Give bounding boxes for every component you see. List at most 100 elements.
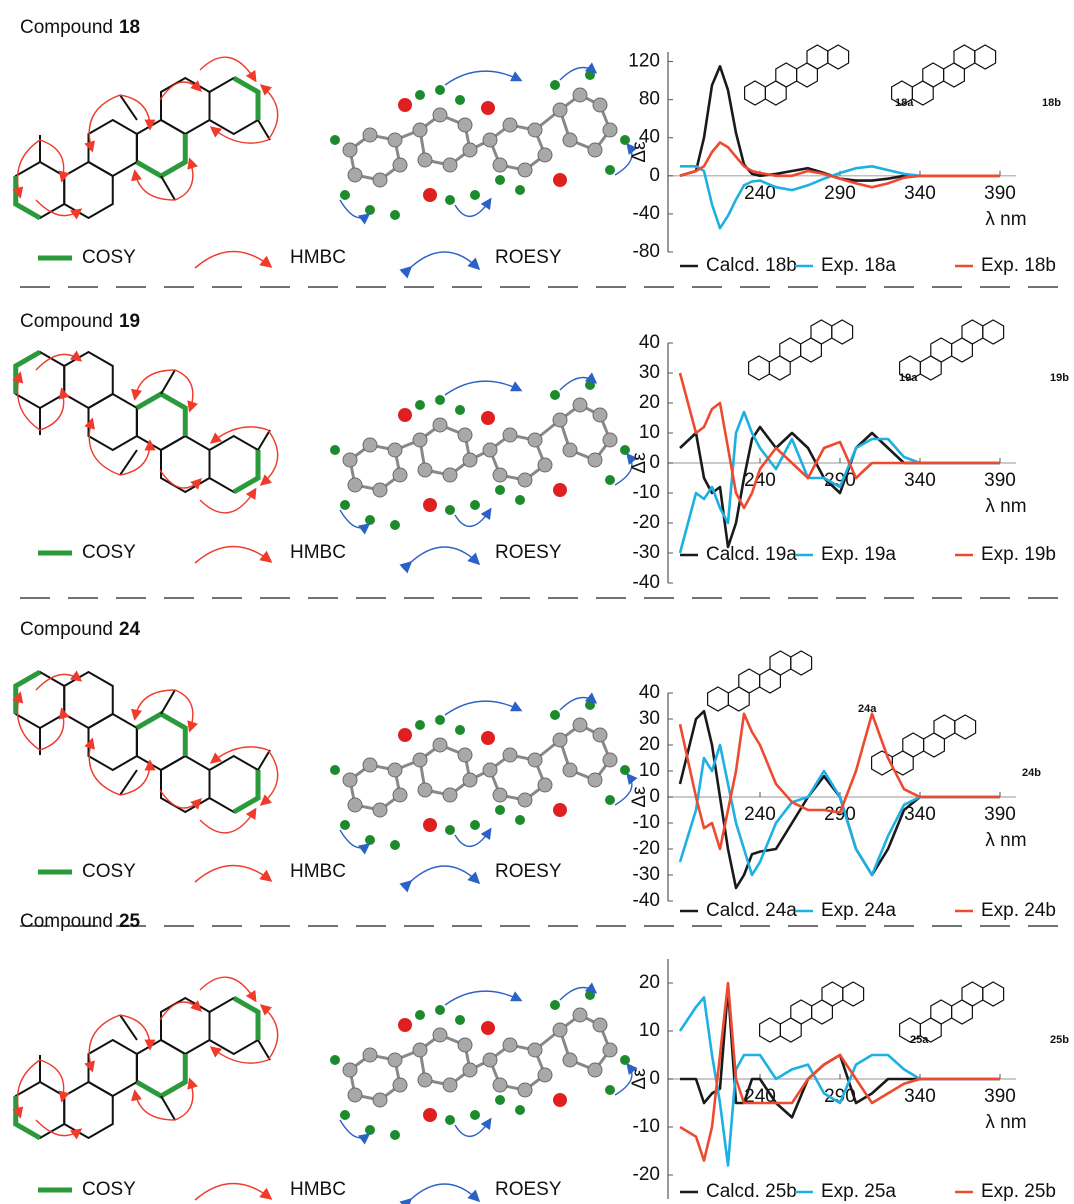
panel-title: Compound19 <box>20 311 140 332</box>
legend-label: Exp. 19b <box>981 544 1056 565</box>
legend-label: Exp. 25b <box>981 1181 1056 1202</box>
legend-label: HMBC <box>290 247 346 268</box>
legend-label: COSY <box>82 542 136 563</box>
model-3d <box>330 68 632 221</box>
ecd-curve <box>680 143 1000 188</box>
y-tick-label: -10 <box>633 1116 660 1137</box>
y-tick-label: 120 <box>628 51 660 72</box>
panel-title-text: Compound <box>20 17 113 38</box>
y-tick-label: 80 <box>639 89 660 110</box>
x-tick-label: 340 <box>904 470 936 491</box>
legend-label: HMBC <box>290 1179 346 1200</box>
legend-label: ROESY <box>495 247 562 268</box>
structure-drawing <box>16 977 278 1138</box>
x-axis-label: λ nm <box>985 496 1026 517</box>
legend-label: Exp. 19a <box>821 544 896 565</box>
y-tick-label: -40 <box>633 890 660 911</box>
legend-label: HMBC <box>290 861 346 882</box>
x-tick-label: 390 <box>984 1086 1016 1107</box>
panel-title-text: Compound <box>20 619 113 640</box>
legend-label: COSY <box>82 247 136 268</box>
legend-label: ROESY <box>495 1179 562 1200</box>
x-tick-label: 390 <box>984 470 1016 491</box>
ecd-curve <box>680 66 1000 180</box>
y-tick-label: -30 <box>633 864 660 885</box>
x-tick-label: 390 <box>984 183 1016 204</box>
x-axis-label: λ nm <box>985 830 1026 851</box>
y-tick-label: -20 <box>633 1164 660 1185</box>
hmbc-key <box>195 546 270 563</box>
legend-label: COSY <box>82 861 136 882</box>
figure: Compound 18 COSY HMBC ROESY Compound19 COSY HMB… <box>0 0 1074 1204</box>
y-tick-label: 20 <box>639 392 660 413</box>
legend-label: Calcd. 24a <box>706 900 797 921</box>
inset-structure <box>708 651 812 711</box>
x-axis-label: λ nm <box>985 209 1026 230</box>
x-tick-label: 390 <box>984 804 1016 825</box>
y-tick-label: 10 <box>639 760 660 781</box>
y-tick-label: 0 <box>649 1068 660 1089</box>
inset-structure <box>760 982 864 1042</box>
x-tick-label: 290 <box>824 183 856 204</box>
y-axis-label: Δε <box>629 786 650 808</box>
y-tick-label: 10 <box>639 1020 660 1041</box>
ecd-curve <box>680 997 1000 1165</box>
structure-drawing <box>16 672 278 833</box>
y-tick-label: -20 <box>633 838 660 859</box>
legend-label: ROESY <box>495 861 562 882</box>
legend-label: HMBC <box>290 542 346 563</box>
legend-label: Exp. 24b <box>981 900 1056 921</box>
x-tick-label: 340 <box>904 183 936 204</box>
hmbc-key <box>195 251 270 268</box>
structure-label: 18b <box>1042 97 1061 109</box>
legend-label: Calcd. 18b <box>706 255 797 276</box>
compound-number: 24 <box>119 619 141 640</box>
y-axis-label: Δε <box>629 452 650 474</box>
x-tick-label: 240 <box>744 804 776 825</box>
y-tick-label: 40 <box>639 682 660 703</box>
roesy-key <box>410 547 478 563</box>
model-3d <box>330 378 632 531</box>
model-3d <box>330 698 632 851</box>
inset-structure <box>872 715 976 775</box>
y-tick-label: 30 <box>639 708 660 729</box>
legend-label: ROESY <box>495 542 562 563</box>
y-tick-label: -30 <box>633 542 660 563</box>
compound-number: 18 <box>119 17 140 38</box>
y-tick-label: 40 <box>639 332 660 353</box>
roesy-key <box>410 866 478 882</box>
y-tick-label: 0 <box>649 165 660 186</box>
roesy-key <box>410 252 478 268</box>
structure-label: 19b <box>1050 372 1069 384</box>
y-tick-label: 30 <box>639 362 660 383</box>
y-axis-label: Δε <box>629 141 650 163</box>
y-tick-label: -40 <box>633 203 660 224</box>
y-tick-label: 10 <box>639 422 660 443</box>
x-tick-label: 340 <box>904 1086 936 1107</box>
panel-title-text: Compound <box>20 311 113 332</box>
legend-label: Calcd. 25b <box>706 1181 797 1202</box>
x-tick-label: 290 <box>824 804 856 825</box>
legend-label: COSY <box>82 1179 136 1200</box>
panel-title-text: Compound <box>20 911 113 932</box>
legend-label: Exp. 24a <box>821 900 896 921</box>
structure-label: 25b <box>1050 1034 1069 1046</box>
panel-title: Compound 24 <box>20 619 141 640</box>
legend-label: Calcd. 19a <box>706 544 797 565</box>
y-tick-label: -10 <box>633 812 660 833</box>
panel-title: Compound 18 <box>20 17 140 38</box>
x-axis-label: λ nm <box>985 1112 1026 1133</box>
y-tick-label: -20 <box>633 512 660 533</box>
structure-drawing <box>16 352 278 513</box>
structure-drawing <box>16 57 278 218</box>
roesy-key <box>410 1184 478 1200</box>
y-tick-label: 20 <box>639 734 660 755</box>
y-tick-label: 0 <box>649 452 660 473</box>
y-axis-label: Δε <box>629 1068 650 1090</box>
model-3d <box>330 988 632 1141</box>
y-tick-label: 0 <box>649 786 660 807</box>
legend-label: Exp. 18a <box>821 255 896 276</box>
inset-structure <box>745 45 849 105</box>
y-tick-label: -80 <box>633 241 660 262</box>
